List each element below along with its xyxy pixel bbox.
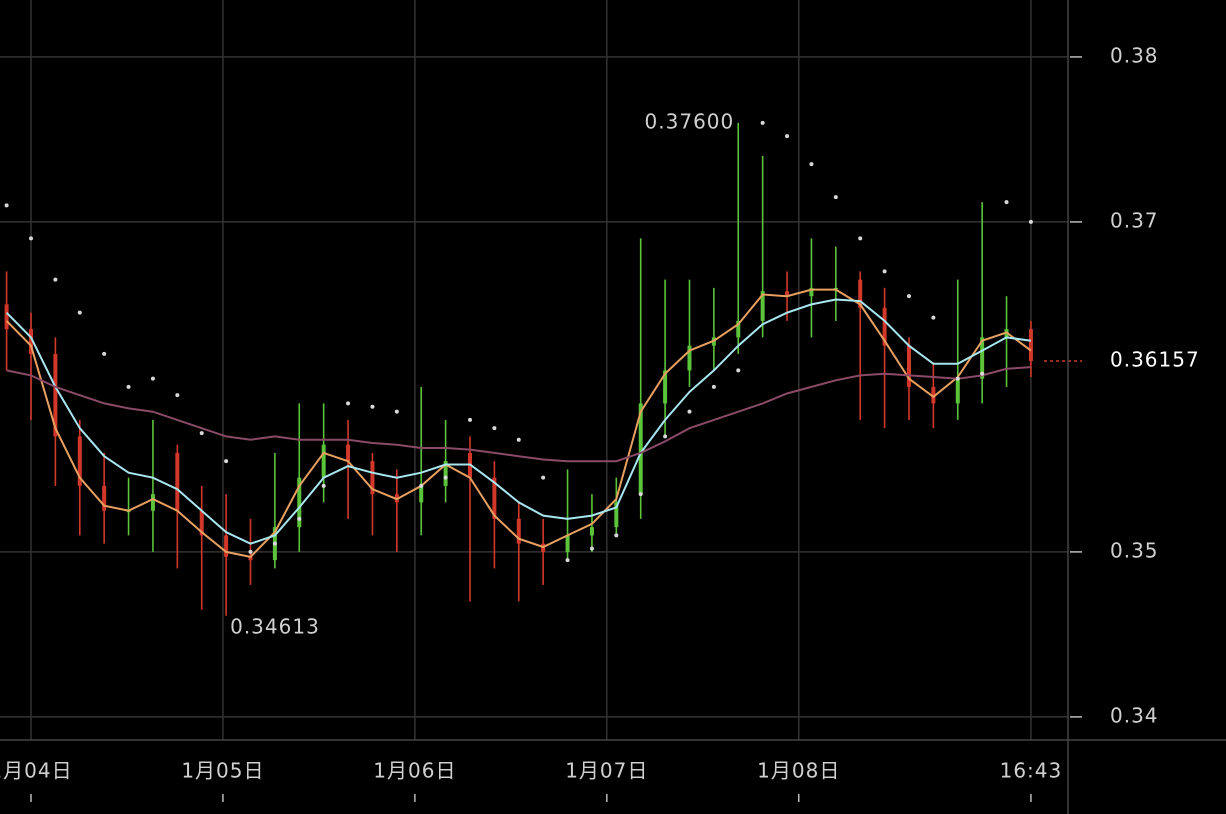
candle-body	[346, 444, 351, 462]
sar-dot	[858, 236, 863, 241]
sar-dot	[394, 409, 399, 414]
candle-body	[150, 494, 155, 511]
sar-dot	[224, 459, 229, 464]
candle-body	[687, 345, 692, 371]
sar-dot	[199, 431, 204, 436]
candle-body	[906, 345, 911, 387]
axes: 0.34 0.35 0.37 0.38 1月04日 1月05日 1月06日 1月07日 1月08…	[0, 43, 1200, 802]
y-tick-label: 0.34	[1110, 703, 1159, 727]
y-tick-label: 0.37	[1110, 208, 1159, 232]
sar-dot	[565, 558, 570, 563]
x-tick-label: 1月05日	[181, 759, 264, 783]
sar-dot	[126, 384, 131, 389]
sar-dot	[833, 195, 838, 200]
sar-dot	[516, 437, 521, 442]
price-annotation: 0.37600	[645, 109, 735, 133]
sar-dot	[980, 371, 985, 376]
ma-line	[5, 298, 1032, 545]
sar-dot	[77, 310, 82, 315]
ma-line	[6, 366, 1031, 463]
sar-dot	[711, 384, 716, 389]
sar-dot	[760, 120, 765, 125]
sar-dot	[1004, 200, 1009, 205]
candle-body	[809, 287, 814, 297]
sar-dot	[102, 351, 107, 356]
sar-dot	[248, 549, 253, 554]
sar-dot	[638, 492, 643, 497]
sar-dot	[150, 376, 155, 381]
candle-body	[980, 337, 985, 379]
sar-dot	[419, 483, 424, 488]
candle-body	[53, 353, 58, 437]
candle-body	[882, 307, 887, 346]
candle-body	[955, 378, 960, 404]
sar-dot	[175, 393, 180, 398]
candle-body	[931, 386, 936, 404]
sar-dot	[614, 533, 619, 538]
sar-dot	[272, 541, 277, 546]
candle-body	[565, 535, 570, 552]
candle-body	[492, 477, 497, 519]
sar-dot	[687, 409, 692, 414]
candle-body	[419, 485, 424, 503]
sar-dot	[467, 417, 472, 422]
sar-dot	[370, 404, 375, 409]
x-tick-label: 1月04日	[0, 759, 73, 783]
sar-dot	[541, 475, 546, 480]
candle-body	[785, 291, 790, 297]
x-tick-label: 16:43	[1000, 759, 1063, 783]
sar-dot	[492, 426, 497, 431]
ma-line	[5, 288, 1032, 558]
x-tick-label: 1月08日	[757, 759, 840, 783]
sar-dot	[906, 294, 911, 299]
sar-dot	[28, 236, 33, 241]
x-tick-label: 1月07日	[565, 759, 648, 783]
sar-dot	[809, 162, 814, 167]
sar-dot	[346, 401, 351, 406]
candle-body	[297, 477, 302, 528]
sar-dot	[589, 546, 594, 551]
candle-body	[614, 502, 619, 528]
candle-body	[175, 452, 180, 511]
candle-body	[589, 527, 594, 536]
candle-body	[224, 535, 229, 557]
sar-dot	[931, 315, 936, 320]
candle-body	[1028, 329, 1033, 362]
price-annotation: 0.34613	[230, 614, 320, 638]
x-tick-label: 1月06日	[373, 759, 456, 783]
plot-area: 0.37600 0.34613	[4, 109, 1082, 638]
sar-dot	[53, 277, 58, 282]
candle-body	[858, 279, 863, 308]
sar-dot	[4, 203, 9, 208]
sar-dot	[1028, 219, 1033, 224]
candle-body	[760, 291, 765, 321]
candle-body	[321, 444, 326, 478]
candle-body	[516, 518, 521, 544]
candle-body	[77, 436, 82, 486]
candle-body	[638, 403, 643, 495]
candle-body	[736, 320, 741, 338]
y-tick-label: 0.35	[1110, 538, 1159, 562]
sar-dot	[297, 516, 302, 521]
sar-dot	[663, 434, 668, 439]
candle-body	[370, 461, 375, 495]
candle-body	[663, 370, 668, 404]
candle-body	[4, 304, 9, 330]
y-tick-label: 0.38	[1110, 43, 1159, 67]
sar-dot	[321, 483, 326, 488]
candle-body	[199, 510, 204, 536]
last-price-label: 0.36157	[1110, 348, 1200, 372]
sar-dot	[882, 269, 887, 274]
sar-dot	[955, 376, 960, 381]
sar-dot	[736, 368, 741, 373]
candle-body	[443, 461, 448, 486]
candle-body	[248, 556, 253, 561]
sar-dot	[785, 134, 790, 139]
candle-body	[102, 485, 107, 511]
sar-dot	[443, 475, 448, 480]
candle-body	[28, 329, 33, 354]
